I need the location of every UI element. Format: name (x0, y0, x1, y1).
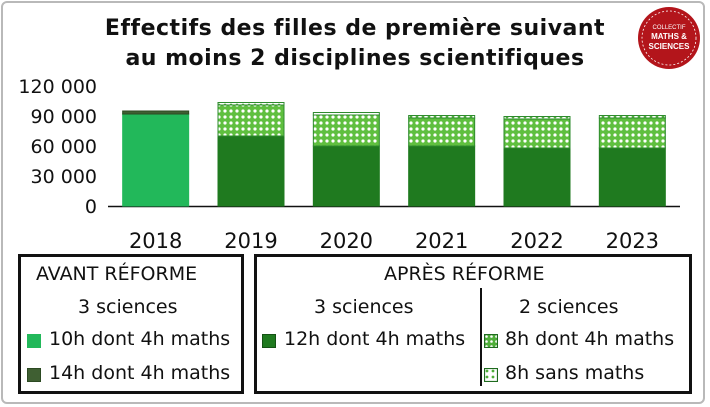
legend-after-box (254, 254, 692, 394)
y-tick-label: 90 000 (31, 106, 97, 128)
bar-segment (598, 147, 666, 207)
bar-segment (122, 110, 190, 115)
bar-segment (122, 113, 190, 207)
legend-divider (480, 288, 482, 386)
x-tick-label: 2021 (415, 229, 468, 253)
y-tick-label: 120 000 (18, 76, 97, 98)
legend-before-box (18, 254, 244, 394)
legend-swatch-10h (27, 334, 41, 348)
x-tick-label: 2022 (510, 229, 563, 253)
x-tick-label: 2018 (129, 229, 182, 253)
logo-line-3: SCIENCES (649, 42, 691, 51)
legend-item-12h: 12h dont 4h maths (284, 328, 466, 350)
logo-line-2: MATHS & (651, 32, 687, 41)
bar-segment (503, 118, 571, 149)
bar-chart: 0 30 000 60 000 90 000 120 000 2018 2019 2020 20… (18, 76, 680, 253)
legend-after-left-subheader: 3 sciences (314, 296, 414, 318)
bar-segment (503, 147, 571, 207)
logo-line-1: COLLECTIF (652, 25, 685, 31)
bar-segment (598, 117, 666, 149)
y-tick-label: 60 000 (31, 136, 97, 158)
bar-segment (217, 102, 285, 106)
legend-before-subheader: 3 sciences (78, 296, 178, 318)
bar-segment (217, 104, 285, 137)
bar-segment (312, 114, 380, 147)
legend-swatch-8h-sans-maths (484, 368, 498, 382)
bar-segment (408, 117, 476, 147)
y-tick-label: 30 000 (31, 166, 97, 188)
bar-segment (408, 145, 476, 207)
chart-title: Effectifs des filles de première suivant… (60, 14, 650, 74)
y-tick-label: 0 (85, 196, 97, 218)
legend-after-right-subheader: 2 sciences (519, 296, 619, 318)
legend-item-10h: 10h dont 4h maths (49, 328, 231, 350)
bar-segment (598, 115, 666, 119)
collectif-logo: COLLECTIF MATHS & SCIENCES (638, 7, 700, 69)
logo-circle (638, 7, 700, 69)
legend-item-14h: 14h dont 4h maths (49, 362, 231, 384)
legend-swatch-12h (262, 334, 276, 348)
legend-item-8h-sans-maths: 8h sans maths (505, 362, 645, 384)
bar-segment (312, 145, 380, 207)
legend-after-header: APRÈS RÉFORME (384, 263, 545, 285)
logo-ring (641, 10, 697, 66)
x-tick-label: 2023 (606, 229, 659, 253)
x-tick-label: 2019 (224, 229, 277, 253)
bar-segment (408, 115, 476, 119)
legend-before-header: AVANT RÉFORME (36, 263, 198, 285)
chart-title-line-2: au moins 2 disciplines scientifiques (125, 46, 585, 71)
bar-segment (503, 116, 571, 120)
legend-swatch-8h-maths (484, 334, 498, 348)
x-tick-label: 2020 (320, 229, 373, 253)
bar-segment (217, 135, 285, 207)
bar-segment (312, 112, 380, 116)
legend-swatch-14h (27, 368, 41, 382)
legend-item-8h-maths: 8h dont 4h maths (505, 328, 675, 350)
chart-title-line-1: Effectifs des filles de première suivant (104, 16, 606, 41)
